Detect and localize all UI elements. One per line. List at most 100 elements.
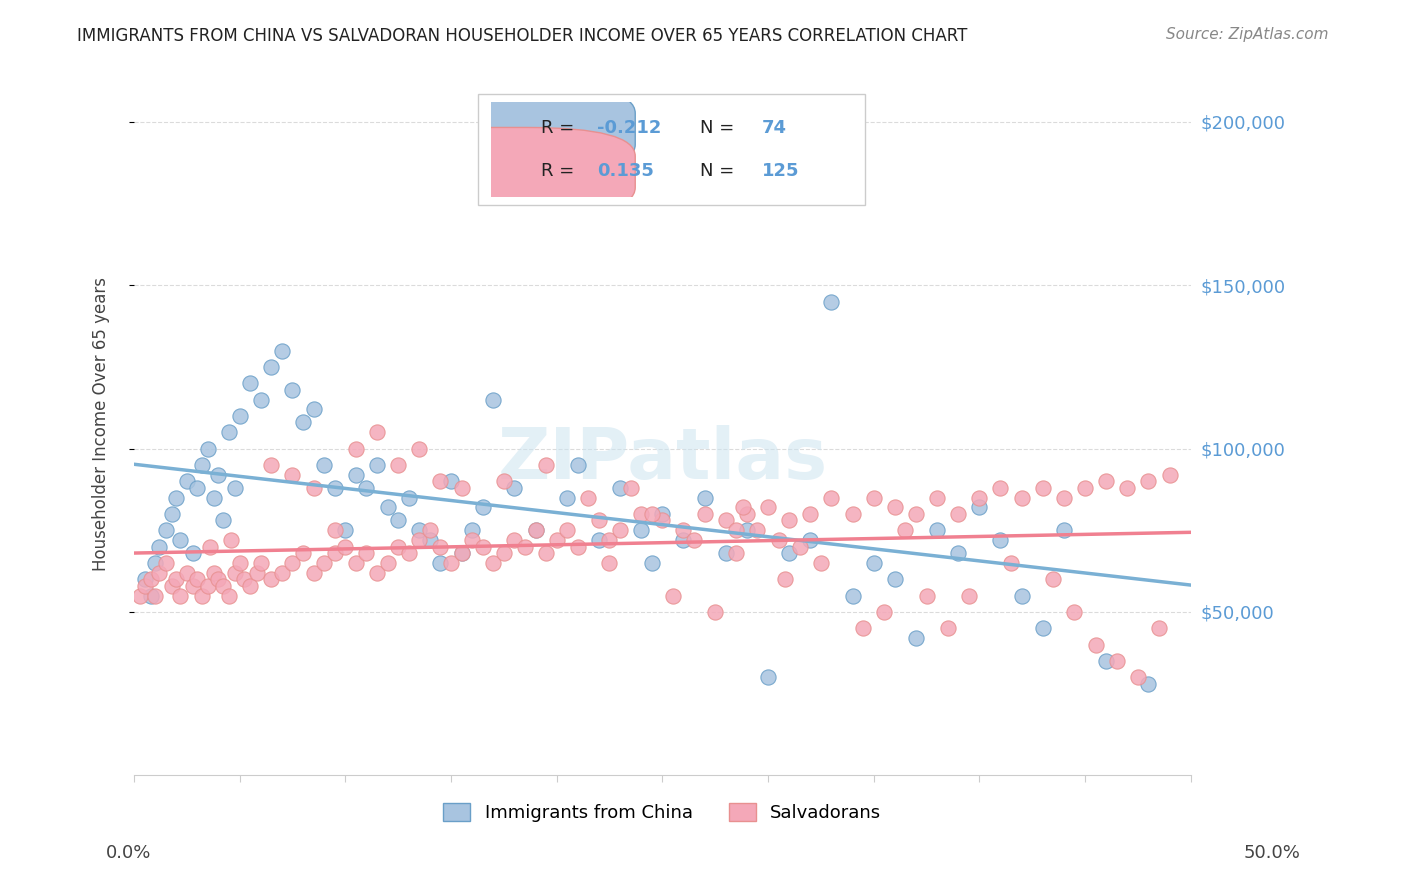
Point (302, 481, 325, 495)
Point (957, 589, 980, 603)
Point (218, 589, 240, 603)
Point (756, 670, 779, 684)
Point (450, 546, 472, 560)
Point (662, 589, 685, 603)
Point (139, 589, 162, 603)
Point (207, 572, 229, 586)
Point (1116, 481, 1139, 495)
Point (181, 579, 204, 593)
Point (609, 481, 631, 495)
Text: R =: R = (541, 162, 586, 180)
Point (735, 523, 758, 537)
Point (207, 467, 229, 482)
Point (202, 566, 225, 580)
Point (366, 425, 388, 440)
Text: Source: ZipAtlas.com: Source: ZipAtlas.com (1166, 27, 1329, 42)
Point (429, 556, 451, 570)
Point (450, 546, 472, 560)
Text: ZIPatlas: ZIPatlas (498, 425, 827, 493)
Point (398, 491, 420, 505)
Point (450, 481, 472, 495)
FancyBboxPatch shape (385, 128, 636, 216)
Point (862, 556, 884, 570)
Point (377, 500, 399, 515)
Point (323, 546, 346, 560)
Point (160, 579, 183, 593)
Point (281, 383, 304, 397)
Point (165, 572, 187, 586)
Point (756, 500, 779, 515)
Text: 74: 74 (762, 120, 787, 137)
Point (176, 566, 198, 580)
Point (129, 589, 152, 603)
Point (186, 481, 208, 495)
Point (281, 556, 304, 570)
Point (344, 442, 367, 456)
Point (211, 513, 233, 527)
Point (492, 474, 515, 488)
Point (1137, 676, 1160, 690)
Text: 0.0%: 0.0% (105, 844, 150, 862)
Point (270, 343, 292, 358)
Point (1063, 605, 1085, 619)
Point (503, 533, 526, 547)
Point (841, 589, 863, 603)
Point (155, 523, 177, 537)
Point (482, 392, 505, 407)
Point (408, 442, 430, 456)
Point (239, 579, 262, 593)
Point (344, 556, 367, 570)
Point (202, 491, 225, 505)
FancyBboxPatch shape (385, 85, 636, 173)
Point (873, 605, 896, 619)
Point (232, 572, 254, 586)
Point (482, 556, 505, 570)
Point (546, 180, 568, 194)
Point (820, 491, 842, 505)
Point (198, 540, 221, 554)
Point (894, 523, 917, 537)
Point (1147, 621, 1170, 635)
Text: N =: N = (700, 120, 741, 137)
Point (335, 540, 357, 554)
Point (1159, 467, 1181, 482)
Point (419, 533, 441, 547)
Point (155, 556, 177, 570)
Point (440, 556, 463, 570)
Point (408, 533, 430, 547)
Point (292, 546, 315, 560)
Point (799, 507, 821, 521)
Text: N =: N = (700, 162, 741, 180)
Point (651, 513, 673, 527)
Point (323, 523, 346, 537)
Point (904, 507, 927, 521)
Point (408, 523, 430, 537)
Point (925, 491, 948, 505)
Point (314, 556, 336, 570)
Legend: Immigrants from China, Salvadorans: Immigrants from China, Salvadorans (436, 796, 889, 830)
Point (731, 500, 754, 515)
Point (169, 589, 191, 603)
Point (725, 546, 748, 560)
Point (841, 507, 863, 521)
Point (356, 481, 378, 495)
Point (471, 540, 494, 554)
Point (672, 523, 695, 537)
Point (725, 523, 748, 537)
Point (969, 491, 991, 505)
Point (524, 523, 547, 537)
Point (260, 458, 283, 472)
Point (302, 402, 325, 417)
Point (598, 533, 620, 547)
Point (224, 481, 246, 495)
Point (139, 572, 162, 586)
Point (588, 533, 610, 547)
Point (693, 507, 716, 521)
Point (1137, 474, 1160, 488)
Point (704, 605, 727, 619)
Point (948, 507, 970, 521)
Point (641, 507, 664, 521)
Point (219, 533, 242, 547)
Point (281, 467, 304, 482)
Point (576, 491, 599, 505)
